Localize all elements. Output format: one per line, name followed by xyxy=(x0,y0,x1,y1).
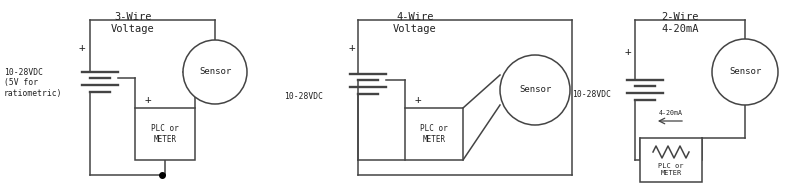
Text: +: + xyxy=(349,43,355,53)
Text: +: + xyxy=(78,43,86,53)
Text: Sensor: Sensor xyxy=(199,67,231,76)
Text: PLC or
METER: PLC or METER xyxy=(658,163,684,176)
Text: PLC or
METER: PLC or METER xyxy=(151,124,179,144)
Text: 4-Wire
Voltage: 4-Wire Voltage xyxy=(393,12,437,34)
Text: +: + xyxy=(414,95,422,105)
Text: Sensor: Sensor xyxy=(729,67,761,76)
Text: 4-20mA: 4-20mA xyxy=(659,110,683,116)
Circle shape xyxy=(712,39,778,105)
Text: 10-28VDC: 10-28VDC xyxy=(572,90,611,99)
Text: Sensor: Sensor xyxy=(519,85,551,95)
Text: 3-Wire
Voltage: 3-Wire Voltage xyxy=(111,12,155,34)
Text: +: + xyxy=(145,95,151,105)
Text: 10-28VDC
(5V for
ratiometric): 10-28VDC (5V for ratiometric) xyxy=(4,68,62,98)
Circle shape xyxy=(183,40,247,104)
Bar xyxy=(135,108,195,160)
Bar xyxy=(640,138,702,182)
Text: 10-28VDC: 10-28VDC xyxy=(284,92,323,101)
Text: PLC or
METER: PLC or METER xyxy=(420,124,448,144)
Text: +: + xyxy=(625,47,631,57)
Text: 2-Wire
4-20mA: 2-Wire 4-20mA xyxy=(662,12,698,34)
Bar xyxy=(405,108,463,160)
Circle shape xyxy=(500,55,570,125)
